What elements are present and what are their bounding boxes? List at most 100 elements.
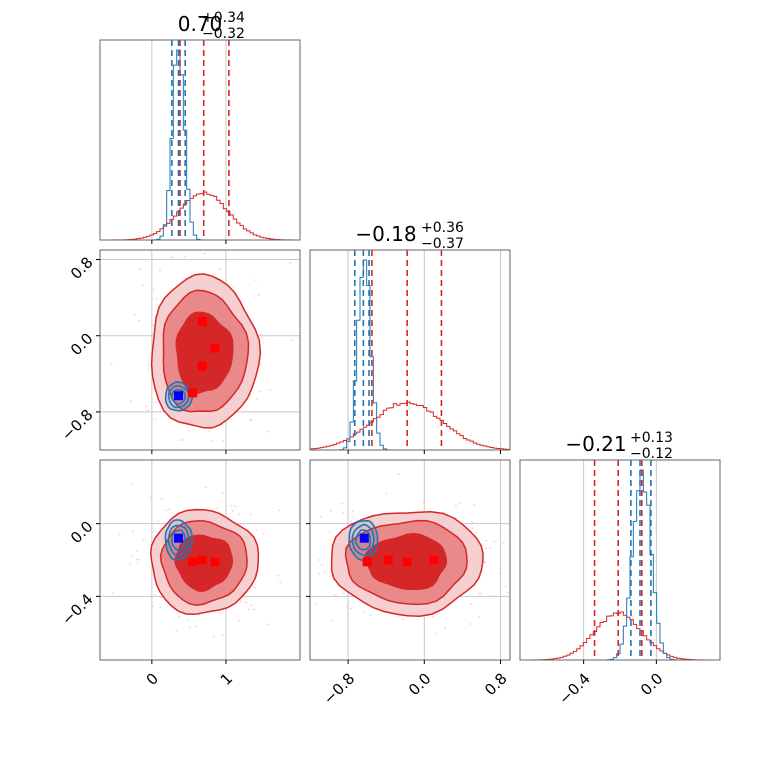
red-marker [197,555,207,565]
sample-point [136,562,139,564]
panel-2d-param2-param3 [294,460,516,660]
sample-point [130,400,132,403]
x-tick-label: 0 [143,670,162,689]
sample-point [154,594,157,597]
sample-point [269,389,271,391]
title-param1: 0.70 [178,12,223,36]
hist-blue-series [310,259,510,450]
sample-point [334,593,337,596]
sample-point [261,337,264,339]
sample-point [136,550,139,552]
title-param2-minus: −0.37 [421,236,464,252]
sample-point [178,615,180,618]
sample-point [504,585,507,587]
sample-point [185,437,187,439]
sample-point [132,530,135,533]
sample-point [279,581,282,584]
sample-point [216,507,219,510]
blue-marker [359,533,369,543]
panel-frame [99,39,301,241]
sample-point [257,294,260,297]
title-param2-plus: +0.36 [421,220,464,236]
sample-point [133,313,136,316]
y-tick-label: 0.0 [67,517,97,547]
sample-point [152,605,155,608]
sample-point [154,401,156,403]
sample-point [291,339,293,342]
sample-point [320,515,322,518]
sample-point [156,297,159,300]
sample-point [212,458,214,460]
panel-frame [309,249,511,451]
sample-point [475,531,478,534]
sample-point [385,492,388,495]
sample-point [225,505,228,508]
sample-point [249,419,252,422]
sample-point [250,604,253,607]
sample-point [253,608,256,611]
sample-point [455,504,457,507]
sample-point [136,558,138,561]
sample-point [157,520,160,522]
sample-point [274,236,276,238]
panel-frame [519,459,721,661]
contour-blue [355,529,371,551]
sample-point [230,504,232,507]
red-marker [210,343,220,353]
title-param3-minus: −0.12 [630,446,673,462]
y-tick-label: −0.4 [58,590,96,628]
sample-point [478,616,481,618]
sample-point [362,610,365,613]
sample-point [473,504,476,506]
sample-point [147,363,150,366]
red-marker [197,316,207,326]
red-marker [383,555,393,565]
sample-point [195,625,198,628]
sample-point [278,509,281,512]
blue-marker [174,391,184,401]
panel-frames [99,39,721,661]
hist-blue-series [520,469,720,660]
sample-point [179,439,181,442]
red-marker [188,388,198,398]
sample-point [139,334,142,337]
sample-point [294,525,296,527]
sample-point [159,270,161,272]
sample-point [219,268,222,271]
red-marker [188,557,198,567]
sample-point [168,508,171,511]
sample-point [350,520,352,523]
sample-point [231,457,233,459]
sample-point [175,630,178,632]
title-param1-minus: −0.32 [202,26,245,42]
sample-point [189,662,191,664]
sample-point [514,564,516,566]
sample-point [188,626,191,628]
sample-point [277,574,279,577]
sample-point [212,273,215,276]
sample-point [330,619,333,622]
blue-marker [174,533,184,543]
x-tick-label: −0.4 [555,670,593,708]
sample-point [183,255,186,258]
x-tick-label: 1 [217,670,236,689]
sample-point [324,570,326,573]
hist-blue-series [100,49,300,240]
sample-point [259,363,262,365]
sample-point [142,538,145,541]
contour-blue [167,385,190,409]
sample-point [397,473,400,476]
sample-point [444,626,446,629]
sample-point [201,454,203,456]
sample-point [489,547,491,550]
sample-point [198,614,201,616]
title-param2: −0.18 [355,222,416,246]
sample-point [150,497,152,500]
sample-point [222,440,225,442]
contour-blue [170,388,186,406]
panel-hist-param3 [520,460,720,660]
sample-point [262,341,265,344]
sample-point [170,248,172,250]
sample-point [152,530,155,533]
sample-point [250,418,253,421]
